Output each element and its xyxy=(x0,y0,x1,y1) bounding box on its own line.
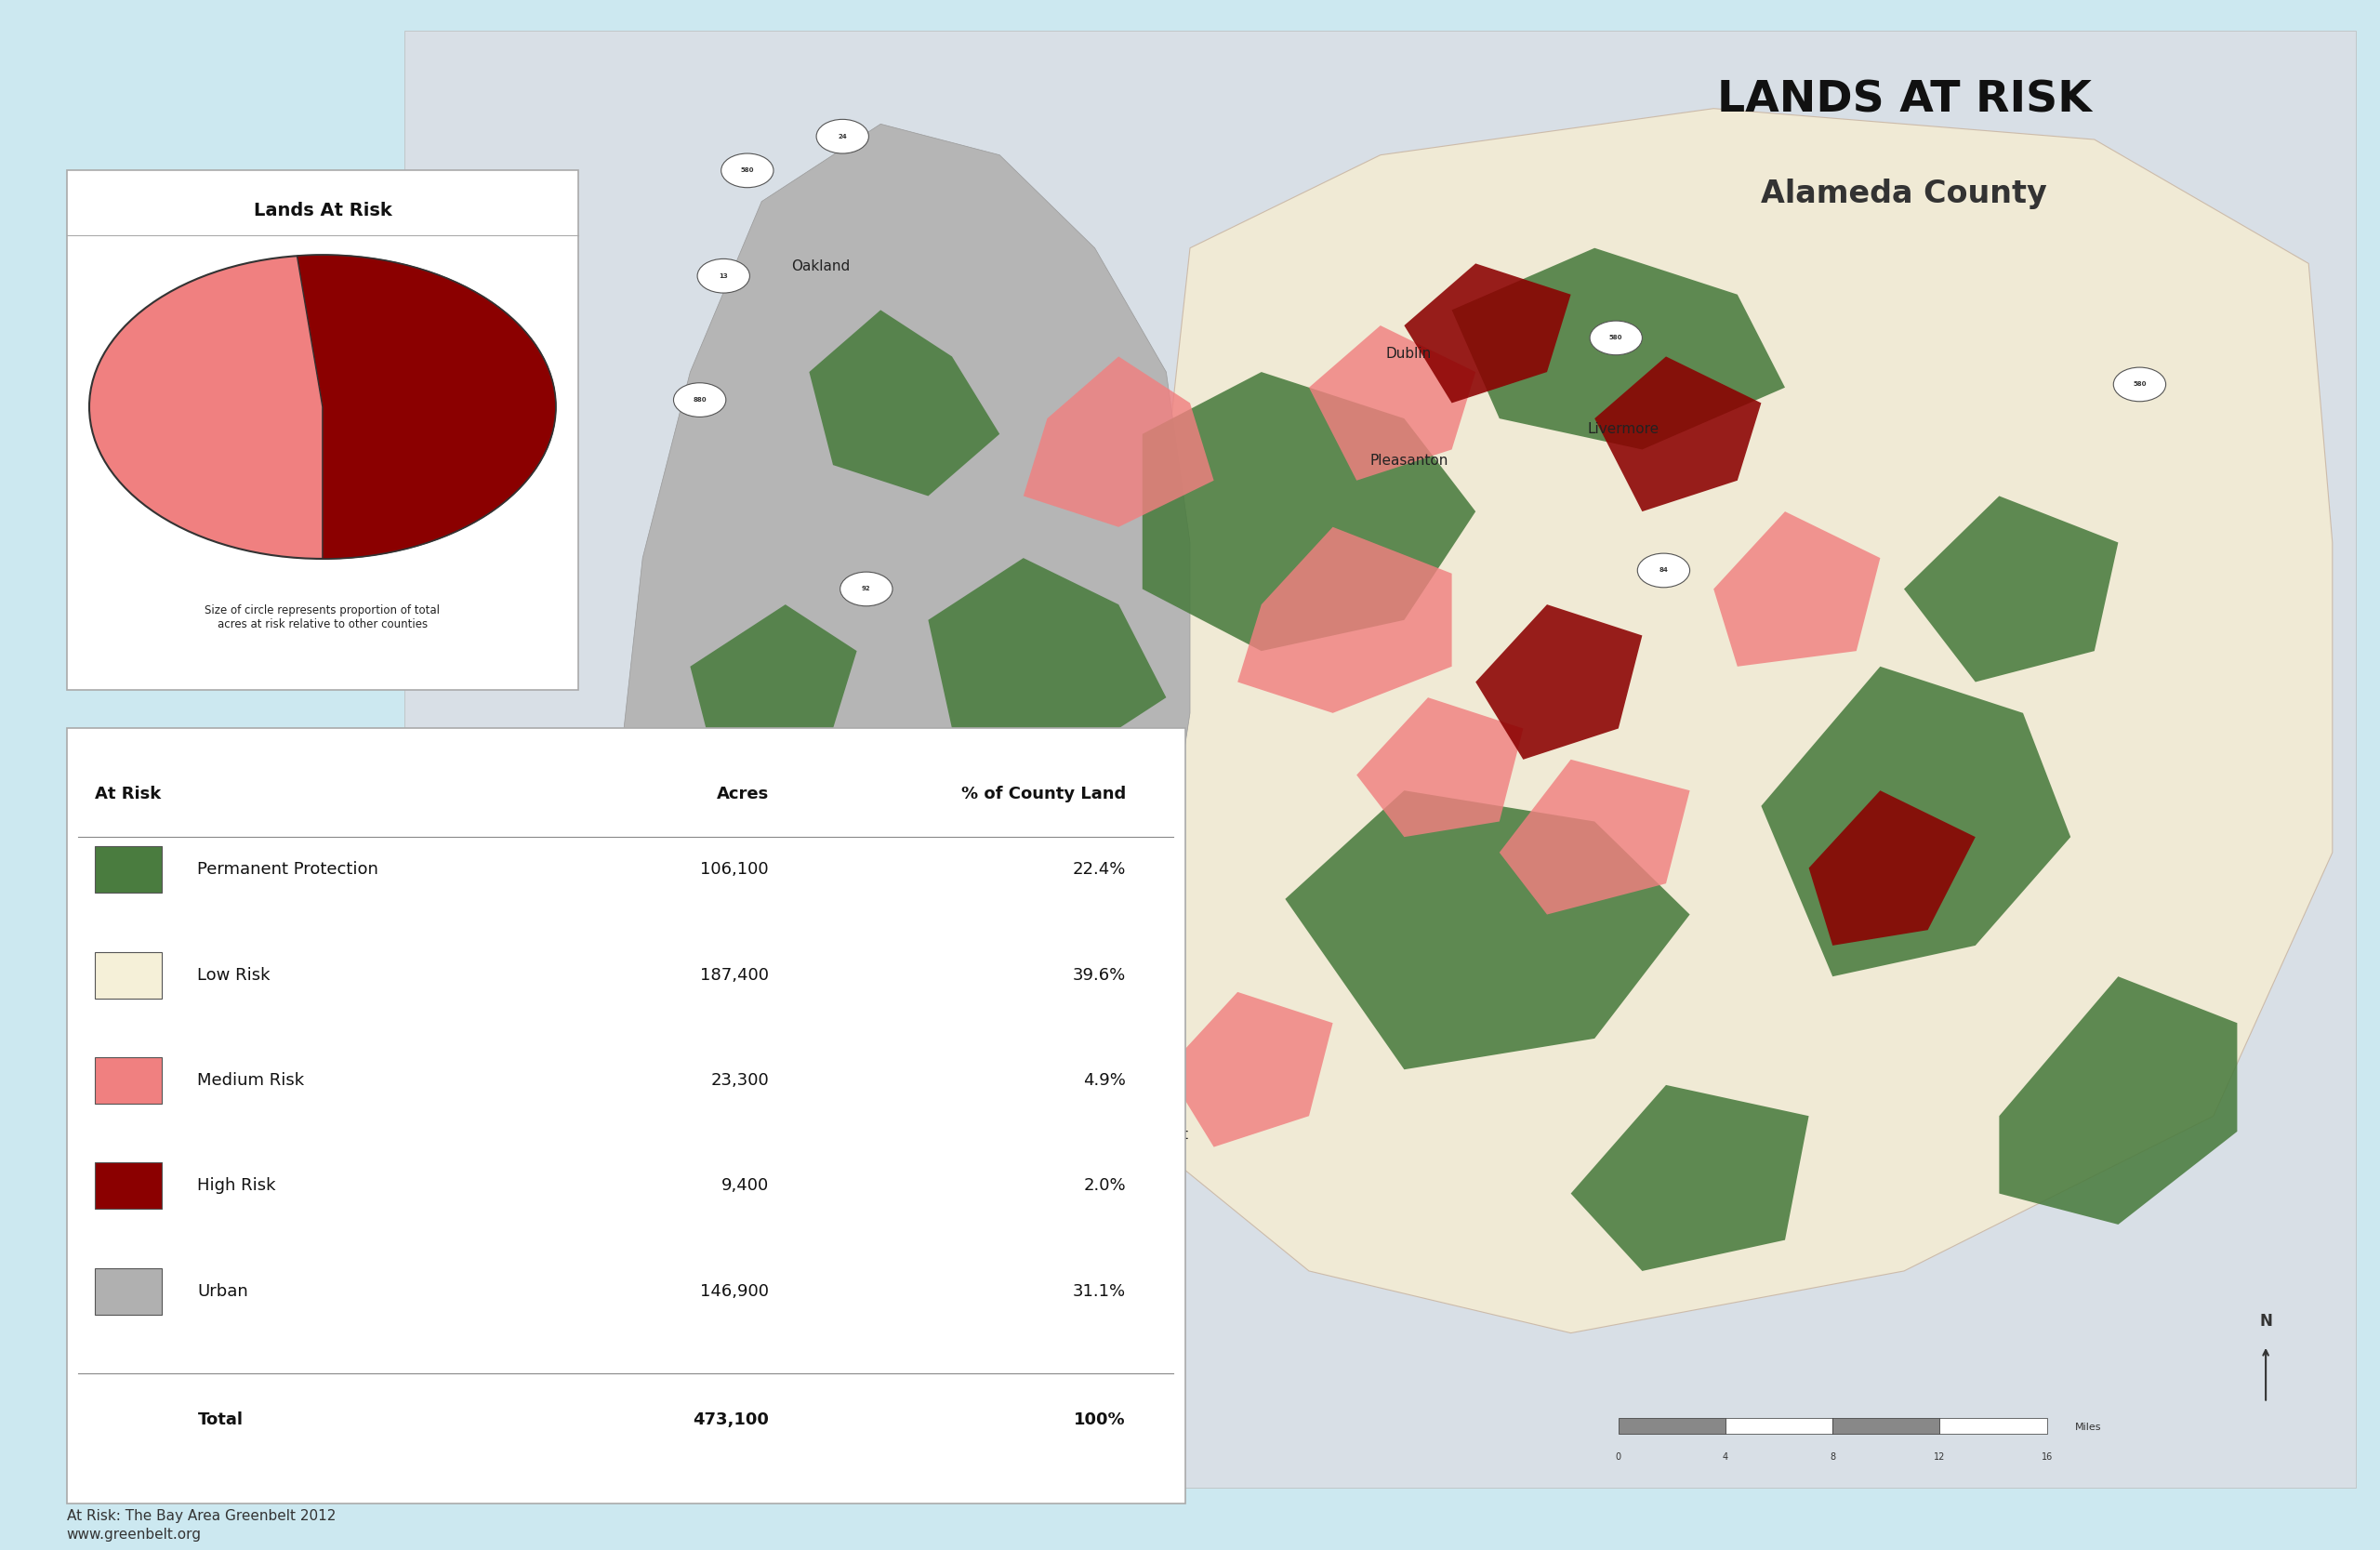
Text: 8: 8 xyxy=(1830,1452,1835,1462)
Text: Oakland: Oakland xyxy=(793,260,850,273)
Text: 92: 92 xyxy=(862,586,871,592)
FancyBboxPatch shape xyxy=(67,728,1185,1504)
Text: Permanent Protection: Permanent Protection xyxy=(198,862,378,877)
Polygon shape xyxy=(1999,976,2237,1224)
Text: 24: 24 xyxy=(838,133,847,140)
Polygon shape xyxy=(1000,760,1142,914)
Circle shape xyxy=(721,153,774,188)
Polygon shape xyxy=(1761,666,2071,976)
Text: N: N xyxy=(2259,1313,2273,1330)
Text: 31.1%: 31.1% xyxy=(1073,1283,1126,1299)
Text: Size of circle represents proportion of total
acres at risk relative to other co: Size of circle represents proportion of … xyxy=(205,604,440,631)
Text: 580: 580 xyxy=(740,167,754,174)
Text: At Risk: At Risk xyxy=(95,786,162,801)
Text: 100%: 100% xyxy=(1073,1412,1126,1428)
Bar xyxy=(95,1162,162,1209)
Text: 12: 12 xyxy=(1935,1452,1944,1462)
Polygon shape xyxy=(952,852,1166,1038)
Circle shape xyxy=(674,383,726,417)
Polygon shape xyxy=(1452,248,1785,449)
Circle shape xyxy=(2113,367,2166,401)
Circle shape xyxy=(90,254,557,558)
Polygon shape xyxy=(1023,357,1214,527)
Polygon shape xyxy=(1595,357,1761,512)
Text: 680: 680 xyxy=(1133,1116,1147,1122)
Text: Livermore: Livermore xyxy=(1587,423,1659,436)
Text: 84: 84 xyxy=(1004,1102,1014,1108)
Text: 880: 880 xyxy=(693,397,707,403)
Polygon shape xyxy=(1404,264,1571,403)
Bar xyxy=(95,846,162,893)
Text: Lands At Risk: Lands At Risk xyxy=(252,202,393,219)
Bar xyxy=(1940,1418,2047,1434)
Text: www.greenbelt.org: www.greenbelt.org xyxy=(67,1528,202,1541)
Circle shape xyxy=(697,259,750,293)
Bar xyxy=(95,1268,162,1314)
Text: 84: 84 xyxy=(1659,567,1668,574)
Polygon shape xyxy=(1499,760,1690,914)
Wedge shape xyxy=(298,256,555,558)
Polygon shape xyxy=(1357,698,1523,837)
Circle shape xyxy=(1114,1102,1166,1136)
Text: 23,300: 23,300 xyxy=(709,1073,769,1088)
Text: Low Risk: Low Risk xyxy=(198,967,271,983)
Polygon shape xyxy=(1571,1085,1809,1271)
Polygon shape xyxy=(1285,790,1690,1069)
Polygon shape xyxy=(1166,992,1333,1147)
Text: 106,100: 106,100 xyxy=(700,862,769,877)
Polygon shape xyxy=(1714,512,1880,666)
Text: Miles: Miles xyxy=(2075,1423,2102,1432)
Text: 9,400: 9,400 xyxy=(721,1178,769,1194)
Polygon shape xyxy=(1238,527,1452,713)
Text: 187,400: 187,400 xyxy=(700,967,769,983)
Text: High Risk: High Risk xyxy=(198,1178,276,1194)
Bar xyxy=(95,1057,162,1104)
Circle shape xyxy=(840,572,892,606)
Text: 580: 580 xyxy=(2132,381,2147,388)
Polygon shape xyxy=(928,558,1166,760)
Polygon shape xyxy=(1476,604,1642,760)
Text: 22.4%: 22.4% xyxy=(1073,862,1126,877)
FancyBboxPatch shape xyxy=(67,170,578,690)
Text: 2.0%: 2.0% xyxy=(1083,1178,1126,1194)
Text: Total: Total xyxy=(198,1412,243,1428)
Polygon shape xyxy=(1809,790,1975,945)
Polygon shape xyxy=(1119,109,2332,1333)
Text: Medium Risk: Medium Risk xyxy=(198,1073,305,1088)
Text: Fremont: Fremont xyxy=(1130,1128,1188,1141)
Circle shape xyxy=(1590,321,1642,355)
Bar xyxy=(1833,1418,1940,1434)
Bar xyxy=(1726,1418,1833,1434)
Text: Urban: Urban xyxy=(198,1283,248,1299)
Text: 13: 13 xyxy=(719,273,728,279)
Text: Acres: Acres xyxy=(716,786,769,801)
Text: 4.9%: 4.9% xyxy=(1083,1073,1126,1088)
Text: % of County Land: % of County Land xyxy=(962,786,1126,801)
Text: 0: 0 xyxy=(1616,1452,1621,1462)
Bar xyxy=(95,952,162,998)
Polygon shape xyxy=(1142,372,1476,651)
Text: Hayward: Hayward xyxy=(1012,803,1073,815)
Text: 39.6%: 39.6% xyxy=(1073,967,1126,983)
Bar xyxy=(405,31,2356,1488)
Text: 16: 16 xyxy=(2042,1452,2052,1462)
Circle shape xyxy=(1637,553,1690,587)
Polygon shape xyxy=(809,310,1000,496)
Text: 580: 580 xyxy=(1609,335,1623,341)
Polygon shape xyxy=(690,604,857,760)
Text: At Risk: The Bay Area Greenbelt 2012: At Risk: The Bay Area Greenbelt 2012 xyxy=(67,1510,336,1522)
Text: 146,900: 146,900 xyxy=(700,1283,769,1299)
Bar xyxy=(1618,1418,1726,1434)
Circle shape xyxy=(983,1088,1035,1122)
Text: Pleasanton: Pleasanton xyxy=(1371,454,1447,467)
Text: Dublin: Dublin xyxy=(1385,347,1433,360)
Polygon shape xyxy=(1309,326,1476,480)
Text: LANDS AT RISK: LANDS AT RISK xyxy=(1716,81,2092,121)
Polygon shape xyxy=(1904,496,2118,682)
Polygon shape xyxy=(619,124,1190,1147)
Text: 4: 4 xyxy=(1723,1452,1728,1462)
Circle shape xyxy=(816,119,869,153)
Text: 473,100: 473,100 xyxy=(693,1412,769,1428)
Text: Alameda County: Alameda County xyxy=(1761,178,2047,209)
